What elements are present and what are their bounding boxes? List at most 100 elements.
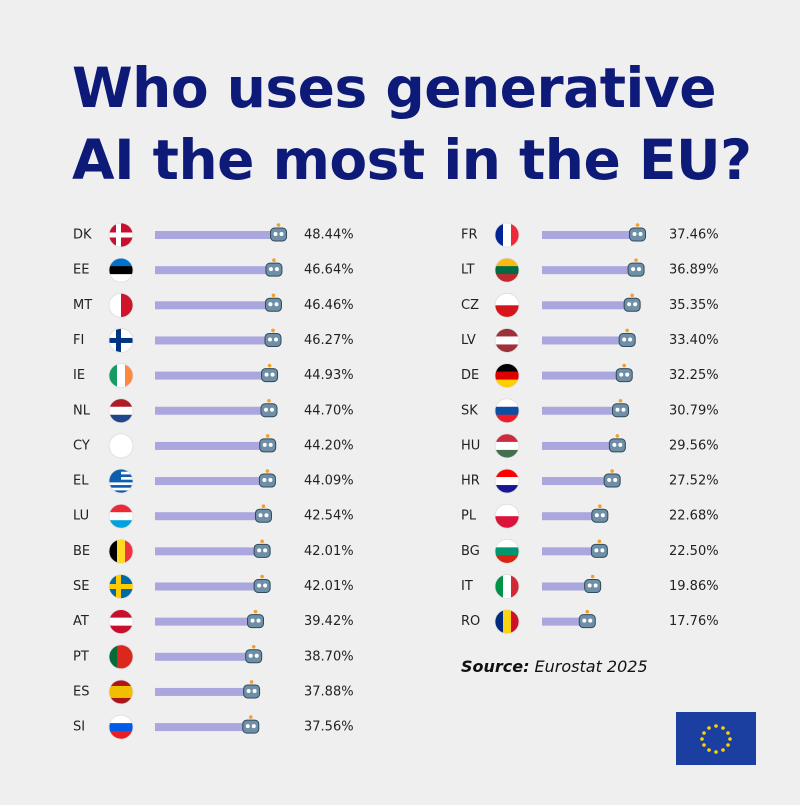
robot-icon: [258, 469, 276, 488]
flag-stripe: [109, 490, 133, 494]
flag-stripe: [109, 363, 118, 388]
robot-head: [245, 649, 263, 664]
robot-antenna: [276, 223, 281, 227]
robot-icon: [608, 434, 626, 453]
value-label: 37.56%: [304, 720, 354, 735]
robot-icon: [618, 328, 636, 347]
robot-icon: [259, 434, 277, 453]
robot-eye: [273, 337, 278, 342]
bar: [542, 336, 628, 345]
bar: [542, 547, 600, 556]
country-code: LT: [461, 263, 474, 278]
robot-eye: [258, 513, 263, 518]
flag-stripe: [109, 715, 133, 724]
flag: [495, 469, 519, 494]
robot-antenna: [630, 293, 634, 298]
robot-head: [247, 614, 265, 629]
bar: [542, 266, 637, 275]
robot-icon: [264, 293, 282, 312]
value-label: 44.93%: [304, 368, 354, 383]
flag-stripe: [109, 691, 133, 699]
bar: [155, 512, 264, 521]
robot-icon: [612, 398, 630, 418]
country-code: CY: [73, 438, 90, 453]
flag-rim: [108, 292, 134, 318]
robot-eye: [268, 478, 273, 483]
robot-eye: [264, 372, 269, 377]
flag-rim: [494, 468, 520, 494]
flag-stripe: [109, 617, 133, 626]
flag-rim: [108, 257, 134, 283]
robot-head: [253, 543, 271, 558]
country-code: ES: [73, 684, 89, 699]
robot-eye: [257, 548, 262, 553]
robot-eye: [593, 583, 598, 588]
value-label: 35.35%: [669, 298, 719, 313]
robot-eye: [256, 618, 261, 623]
robot-head: [253, 579, 271, 593]
flag-cross: [109, 232, 133, 238]
flag-stripe: [109, 679, 133, 687]
country-code: LV: [461, 333, 476, 348]
flag-stripe: [109, 644, 118, 669]
bar: [155, 547, 263, 556]
robot-eye: [254, 653, 259, 658]
flag: [109, 469, 133, 494]
robot-eye: [251, 724, 256, 729]
flag-stripe: [495, 223, 504, 247]
flag-stripe: [495, 336, 519, 345]
robot-icon: [627, 258, 645, 277]
flag: [109, 609, 133, 634]
flag-rim: [494, 574, 520, 599]
flag-stripe: [109, 697, 133, 704]
flag-rim: [494, 292, 520, 318]
flag-stripe: [495, 266, 519, 275]
flag-stripe: [117, 644, 126, 669]
value-label: 46.64%: [304, 263, 354, 278]
robot-icon: [265, 258, 283, 277]
value-label: 39.42%: [304, 614, 354, 629]
robot-eye: [273, 232, 278, 236]
flag-rim: [108, 398, 134, 424]
robot-head: [627, 262, 645, 277]
robot-head: [260, 403, 278, 418]
flag-rim: [108, 433, 134, 459]
flag-stripe: [495, 539, 519, 548]
robot-antenna: [635, 223, 640, 227]
robot-eye: [594, 513, 599, 518]
value-label: 19.86%: [669, 579, 719, 594]
flag: [495, 363, 519, 388]
robot-icon: [591, 504, 609, 523]
robot-eye: [600, 513, 605, 518]
robot-eye: [263, 548, 268, 553]
robot-eye: [250, 618, 255, 623]
country-code: IT: [461, 579, 473, 594]
flag-rim: [108, 679, 134, 705]
country-code: LU: [73, 509, 89, 524]
robot-eye: [264, 513, 269, 518]
robot-icon: [243, 680, 261, 699]
robot-eye: [631, 267, 636, 272]
robot-eye: [621, 407, 626, 412]
value-label: 37.88%: [304, 684, 354, 699]
robot-eye: [637, 267, 642, 272]
value-label: 46.46%: [304, 298, 354, 313]
flag-stripe: [121, 293, 133, 318]
flag-stripe: [495, 379, 519, 388]
flag-stripe: [495, 485, 519, 494]
flag: [109, 363, 133, 388]
robot-icon: [590, 539, 608, 558]
robot-icon: [260, 398, 278, 418]
flag-stripe: [109, 293, 122, 318]
flag-stripe: [109, 406, 133, 416]
flag-stripe: [511, 223, 519, 247]
bar: [542, 406, 621, 415]
flag-stripe: [495, 609, 504, 634]
robot-antenna: [253, 609, 258, 614]
value-label: 37.46%: [669, 228, 719, 243]
country-code: BG: [461, 544, 480, 559]
robot-eye: [257, 583, 262, 588]
flag-rim: [108, 222, 134, 248]
robot-eye: [587, 583, 592, 588]
